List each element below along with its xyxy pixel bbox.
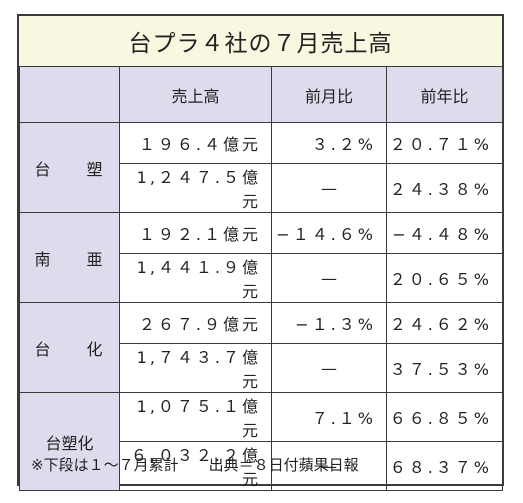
sales-table: 売上高 前月比 前年比 台 塑 １９６.４億元 ３.２% ２０.７１% 1,２４… — [19, 66, 503, 491]
company-name: 台塑化 — [19, 392, 120, 491]
yoy-cell: ２０.７１% — [386, 122, 503, 164]
table-row: 台塑化 1,０７５.１億元 ７.１% ６６.８５% — [19, 392, 503, 491]
header-row: 売上高 前月比 前年比 — [19, 66, 503, 123]
table-row: 1,４４１.９億元 — ２０.６５% — [20, 253, 503, 303]
table-row: 台 化 ２６７.９億元 −１.３% ２４.６２% — [19, 302, 503, 393]
yoy-cell: ３７.５３% — [386, 343, 503, 393]
yoy-cell: ２４.３８% — [386, 163, 503, 213]
sales-cell: 1,４４１.９億元 — [119, 253, 272, 303]
yoy-cell: −４.４８% — [386, 212, 503, 254]
table-row: 南 亜 １９２.１億元 −１４.６% −４.４８% — [19, 212, 503, 303]
table-row: 台 塑 １９６.４億元 ３.２% ２０.７１% — [19, 122, 503, 213]
header-mom: 前月比 — [271, 66, 387, 123]
table-row: 1,７４３.７億元 — ３７.５３% — [20, 343, 503, 393]
mom-cell: — — [271, 163, 387, 213]
mom-cell: — — [271, 343, 387, 393]
mom-cell: −１４.６% — [271, 212, 387, 254]
table-footer: ※下段は１〜７月累計 出典＝８日付蘋果日報 — [19, 444, 502, 484]
table-row: ６,０３２.２億元 — ６８.３７% — [20, 441, 503, 491]
header-corner — [19, 66, 120, 123]
company-name: 南 亜 — [19, 212, 120, 303]
footer-source: 出典＝８日付蘋果日報 — [208, 455, 359, 474]
yoy-cell: ２０.６５% — [386, 253, 503, 303]
table-title: 台プラ４社の７月売上高 — [19, 16, 502, 68]
sales-cell: ６,０３２.２億元 — [119, 441, 272, 491]
header-yoy: 前年比 — [386, 66, 503, 123]
sales-cell: １９２.１億元 — [119, 212, 272, 254]
footer-note: ※下段は１〜７月累計 — [31, 455, 179, 474]
company-name: 台 塑 — [19, 122, 120, 213]
sales-cell: ２６７.９億元 — [119, 302, 272, 344]
header-sales: 売上高 — [119, 66, 272, 123]
sales-cell: 1,２４７.５億元 — [119, 163, 272, 213]
table-row: 1,２４７.５億元 — ２４.３８% — [20, 163, 503, 213]
mom-cell: — — [271, 441, 387, 491]
yoy-cell: ２４.６２% — [386, 302, 503, 344]
sales-cell: 1,０７５.１億元 — [119, 392, 272, 442]
mom-cell: −１.３% — [271, 302, 387, 344]
sales-table-frame: 台プラ４社の７月売上高 売上高 前月比 前年比 台 塑 １９６.４億元 ３.２%… — [17, 14, 504, 491]
yoy-cell: ６８.３７% — [386, 441, 503, 491]
sales-cell: １９６.４億元 — [119, 122, 272, 164]
yoy-cell: ６６.８５% — [386, 392, 503, 442]
sales-cell: 1,７４３.７億元 — [119, 343, 272, 393]
mom-cell: ７.１% — [271, 392, 387, 442]
mom-cell: ３.２% — [271, 122, 387, 164]
mom-cell: — — [271, 253, 387, 303]
company-name: 台 化 — [19, 302, 120, 393]
